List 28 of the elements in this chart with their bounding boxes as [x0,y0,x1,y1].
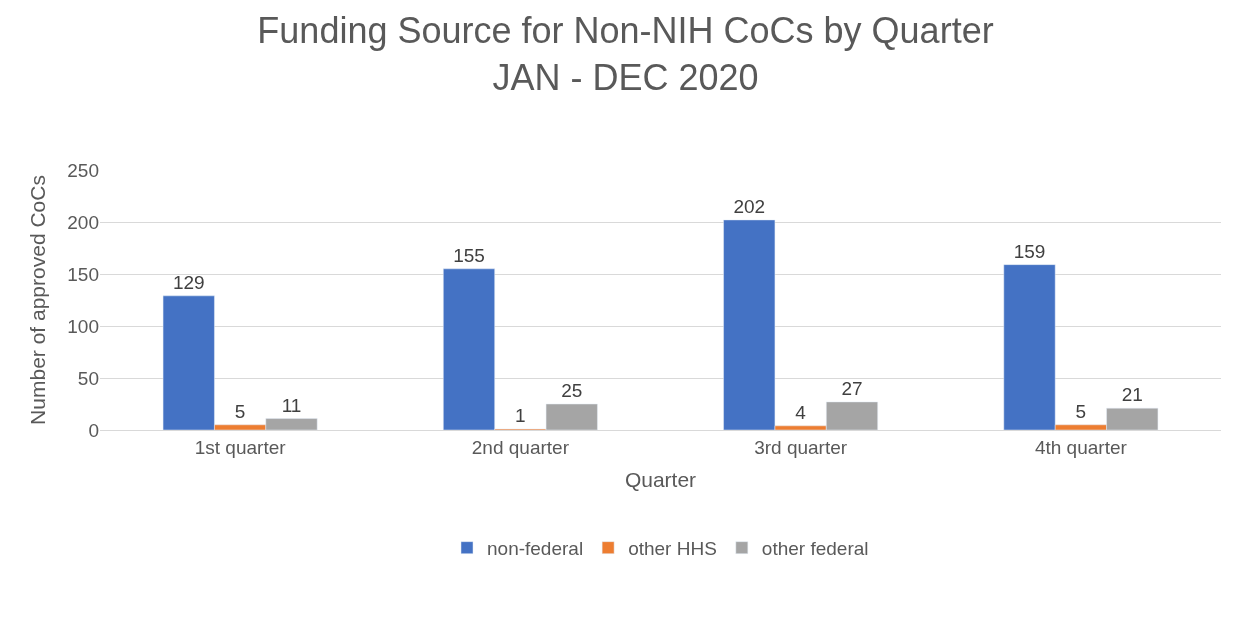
legend-label: other HHS [628,538,717,560]
data-label: 159 [1013,240,1046,262]
x-axis-title: Quarter [624,468,697,491]
data-label: 21 [1121,384,1143,406]
x-tick-label: 3rd quarter [754,436,848,458]
data-label: 25 [561,380,583,401]
legend-label: other federal [761,538,869,560]
legend-label: non-federal [487,538,584,560]
y-tick-label: 250 [67,159,99,181]
data-label: 4 [795,401,807,423]
y-tick-label: 100 [67,315,99,337]
y-axis-title: Number of approved CoCs [26,175,50,425]
data-label: 202 [733,195,766,217]
data-label: 1 [515,404,526,426]
data-label: 5 [234,400,246,422]
data-label: 129 [172,271,205,293]
data-label: 155 [453,244,485,266]
y-tick-label: 50 [77,367,99,389]
x-tick-label: 2nd quarter [471,436,570,458]
x-tick-label: 1st quarter [194,436,287,458]
data-label: 27 [841,377,863,399]
chart-title: Funding Source for Non-NIH CoCs by Quarter JAN - DEC 2020 [257,10,994,99]
data-label: 11 [281,394,302,416]
y-tick-label: 150 [67,263,99,285]
y-tick-label: 200 [67,211,99,233]
x-tick-label: 4th quarter [1034,436,1128,458]
data-label: 5 [1075,400,1087,422]
y-tick-label: 0 [88,419,99,441]
